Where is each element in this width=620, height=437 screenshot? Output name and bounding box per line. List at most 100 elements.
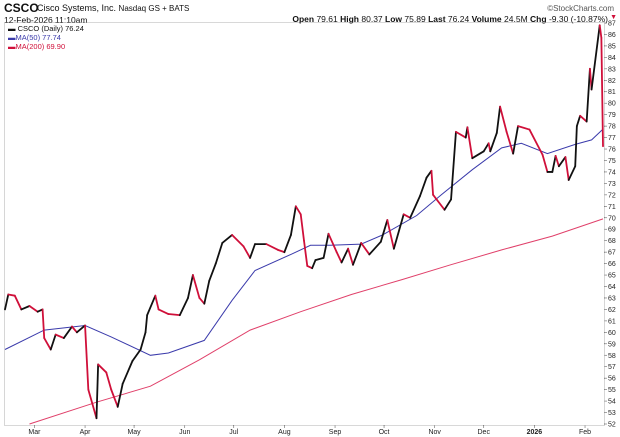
price-segment <box>499 105 508 133</box>
legend-item-ma50: ▬MA(50) 77.74 <box>8 33 84 42</box>
price-segment <box>75 324 86 334</box>
price-segment <box>242 245 251 259</box>
price-segment <box>49 333 57 351</box>
price-segment <box>528 128 544 156</box>
price-segment <box>97 363 108 374</box>
x-tick-label: Dec <box>478 429 491 436</box>
price-segment <box>187 274 194 299</box>
price-segment <box>121 360 134 385</box>
ma200-line <box>29 218 604 425</box>
price-segment <box>265 243 279 251</box>
y-tick-label: 77 <box>608 135 616 142</box>
low-label: Low <box>385 14 403 24</box>
y-tick-label: 87 <box>608 21 616 28</box>
price-segment <box>191 274 201 299</box>
y-tick-label: 62 <box>608 307 616 314</box>
y-tick-label: 52 <box>608 422 616 429</box>
y-tick-label: 69 <box>608 227 616 234</box>
price-segment <box>87 388 96 414</box>
price-segment <box>379 219 389 243</box>
x-tick-label: Mar <box>28 429 41 436</box>
down-arrow-icon: ▼ <box>610 14 617 21</box>
price-segment <box>13 294 23 311</box>
y-tick-label: 79 <box>608 112 616 119</box>
low-value: 75.89 <box>404 14 426 24</box>
y-tick-label: 73 <box>608 181 616 188</box>
price-segment <box>590 24 601 91</box>
last-label: Last <box>428 14 446 24</box>
y-tick-label: 61 <box>608 318 616 325</box>
price-segment <box>443 198 452 211</box>
price-segment <box>154 294 160 311</box>
y-tick-label: 72 <box>608 192 616 199</box>
y-tick-label: 78 <box>608 124 616 131</box>
price-segment <box>567 165 577 181</box>
price-segment <box>432 193 446 211</box>
y-tick-label: 66 <box>608 261 616 268</box>
price-segment <box>71 325 78 334</box>
price-segment <box>28 305 39 313</box>
price-segment <box>303 239 309 267</box>
price-segment <box>105 371 113 391</box>
price-segment <box>598 24 603 39</box>
volume-label: Volume <box>471 14 502 24</box>
price-segment <box>178 297 189 317</box>
price-segment <box>360 242 371 256</box>
high-label: High <box>340 14 359 24</box>
price-segment <box>314 256 325 262</box>
y-tick-label: 56 <box>608 376 616 383</box>
y-tick-label: 64 <box>608 284 616 291</box>
series-lines <box>4 24 604 425</box>
price-segment <box>110 388 119 408</box>
legend-label: CSCO (Daily) 76.24 <box>17 24 84 33</box>
price-segment <box>20 305 31 311</box>
price-segment <box>214 242 224 265</box>
price-segment <box>294 205 302 216</box>
price-segment <box>564 156 570 181</box>
y-tick-label: 71 <box>608 204 616 211</box>
y-tick-label: 70 <box>608 215 616 222</box>
price-segment <box>392 213 405 250</box>
brand-watermark: ©StockCharts.com <box>547 4 614 13</box>
x-tick-label: Feb <box>579 429 591 436</box>
price-segment <box>231 234 245 248</box>
y-tick-label: 67 <box>608 250 616 257</box>
y-tick-label: 54 <box>608 399 616 406</box>
y-tick-label: 55 <box>608 387 616 394</box>
price-segment <box>517 125 531 131</box>
price-segment <box>482 142 490 153</box>
price-segment <box>335 251 343 264</box>
legend-swatch-icon: ▬ <box>8 33 16 42</box>
price-segment <box>203 279 211 305</box>
price-segment <box>276 248 286 254</box>
price-segment <box>455 130 467 139</box>
price-segment <box>495 105 501 134</box>
y-tick-label: 83 <box>608 66 616 73</box>
price-segment <box>554 155 560 168</box>
y-tick-label: 76 <box>608 147 616 154</box>
price-segment <box>290 205 297 236</box>
y-tick-label: 63 <box>608 295 616 302</box>
y-axis: 52 53 54 55 56 57 58 59 60 61 62 63 64 65 66 67 68 69 70 71… <box>604 21 616 429</box>
price-segment <box>198 297 206 305</box>
price-segment <box>505 130 515 155</box>
volume-value: 24.5M <box>504 14 528 24</box>
price-segment <box>585 67 591 123</box>
exchange: Nasdaq GS + BATS <box>118 4 190 13</box>
y-tick-label: 59 <box>608 341 616 348</box>
price-segment <box>43 337 52 351</box>
price-segment <box>139 331 147 351</box>
price-segment <box>574 125 578 168</box>
legend-label: MA(50) 77.74 <box>15 33 61 42</box>
legend-swatch-icon: ▬ <box>8 24 16 33</box>
open-label: Open <box>292 14 315 24</box>
last-value: 76.24 <box>447 14 470 24</box>
price-segment <box>557 156 567 168</box>
price-segment <box>283 234 292 254</box>
price-segment <box>600 36 604 148</box>
price-segment <box>144 314 149 334</box>
timestamp: 12-Feb-2026 11:10am <box>4 15 88 25</box>
ma50-line <box>4 128 604 356</box>
